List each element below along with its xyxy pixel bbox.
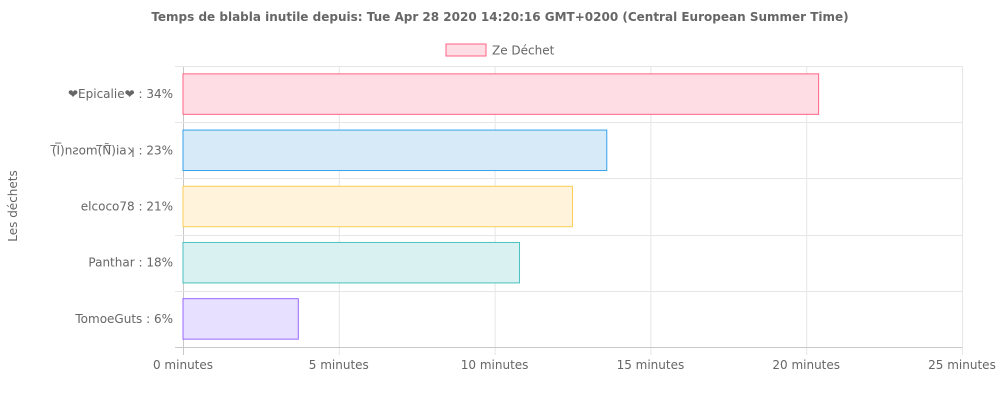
x-tick-labels: 0 minutes 5 minutes 10 minutes 15 minutes 20…: [153, 358, 996, 372]
y-tick-label: (̅I̅)nƨom(̅Ñ̅)iaʞ : 23%: [50, 142, 173, 157]
chart-title: Temps de blabla inutile depuis: Tue Apr …: [151, 10, 848, 24]
y-tick-labels: ❤Epicalie❤ : 34% (̅I̅)nƨom(̅Ñ̅)iaʞ : 23% e…: [50, 87, 173, 326]
x-tick-label: 20 minutes: [772, 358, 840, 372]
y-tick-label: Panthar : 18%: [88, 256, 173, 270]
bar[interactable]: [182, 241, 521, 284]
legend-label: Ze Déchet: [492, 44, 555, 58]
y-tick-label: ❤Epicalie❤ : 34%: [68, 87, 173, 101]
x-tick-label: 5 minutes: [309, 358, 369, 372]
bars: [182, 73, 820, 340]
x-tick-label: 25 minutes: [928, 358, 996, 372]
bar[interactable]: [182, 73, 820, 115]
y-tick-label: elcoco78 : 21%: [81, 200, 173, 214]
bar[interactable]: [182, 185, 573, 228]
gridlines: [175, 66, 963, 355]
bar[interactable]: [182, 298, 299, 340]
x-tick-label: 15 minutes: [617, 358, 685, 372]
bar[interactable]: [182, 129, 608, 172]
legend[interactable]: Ze Déchet: [445, 43, 555, 58]
x-tick-label: 10 minutes: [461, 358, 529, 372]
y-axis-title: Les déchets: [6, 170, 20, 241]
legend-swatch: [445, 43, 487, 57]
x-tick-label: 0 minutes: [153, 358, 213, 372]
y-tick-label: TomoeGuts : 6%: [74, 312, 173, 326]
